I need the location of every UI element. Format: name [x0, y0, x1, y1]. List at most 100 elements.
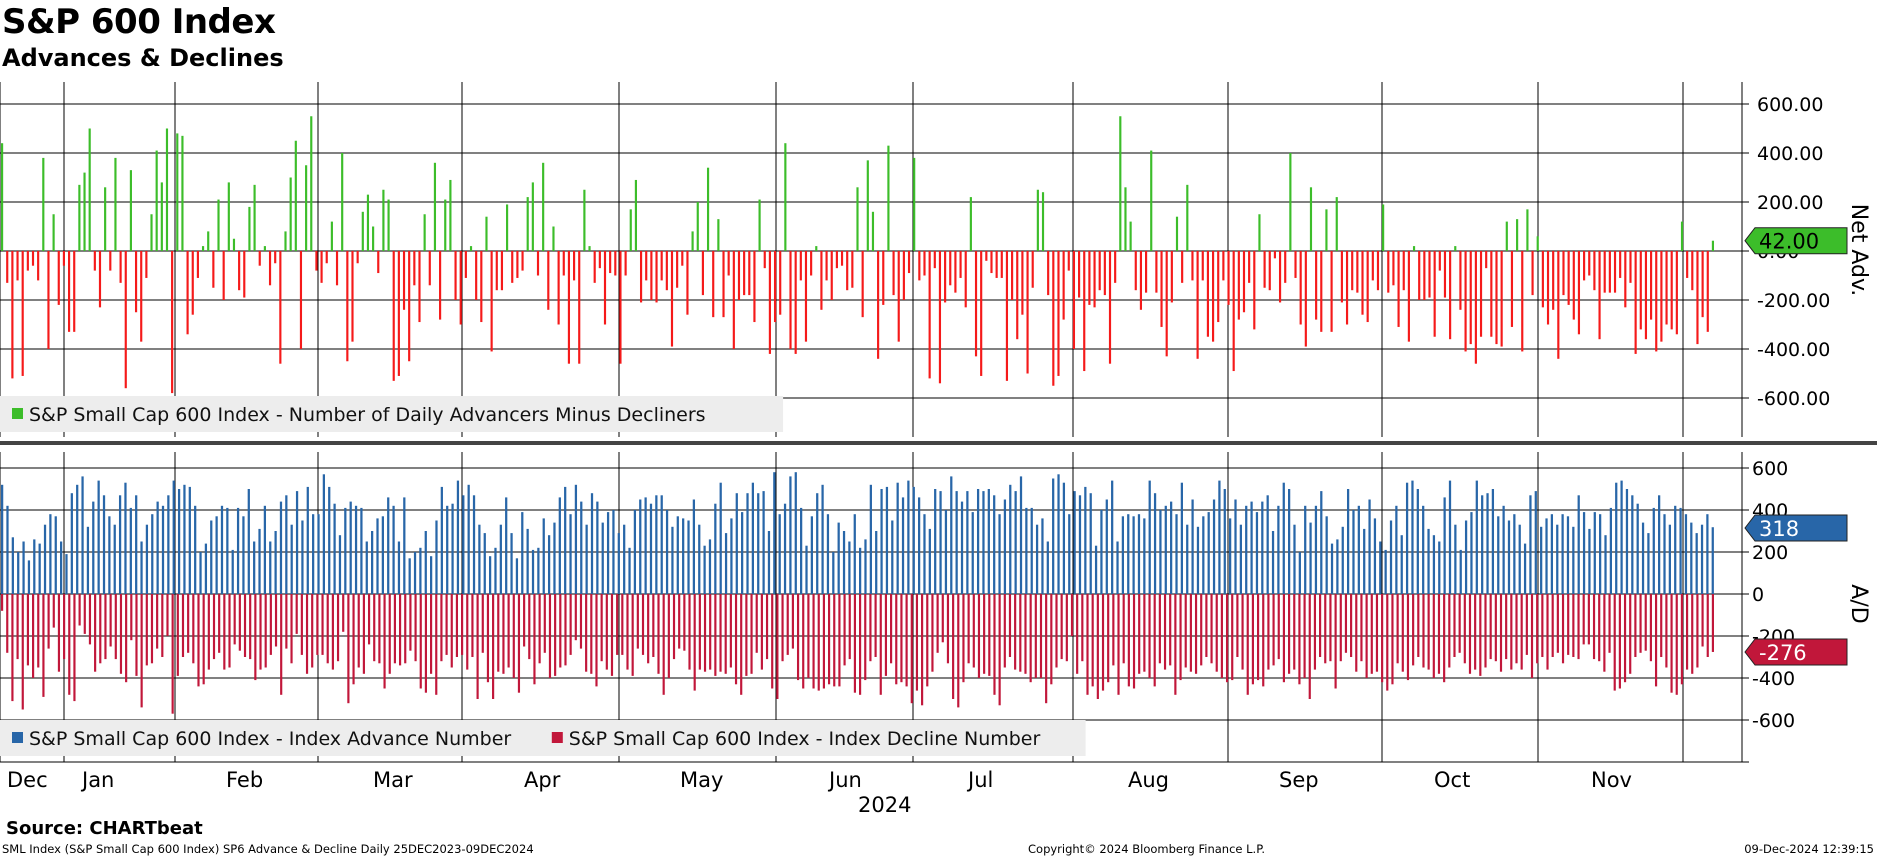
advance-bar	[290, 524, 293, 594]
decline-bar	[781, 594, 784, 662]
net-bar	[1299, 251, 1302, 325]
net-bar	[1433, 251, 1436, 337]
net-bar	[1340, 251, 1343, 303]
advance-bar	[295, 491, 299, 594]
decline-bar	[1551, 594, 1554, 657]
x-month-label: Aug	[1128, 768, 1169, 792]
advance-bar	[837, 522, 840, 594]
advance-bar	[859, 547, 862, 594]
decline-bar	[1298, 594, 1301, 685]
decline-bar	[791, 594, 794, 649]
decline-bar	[936, 594, 939, 653]
net-bar	[1603, 251, 1606, 293]
decline-bar	[1660, 594, 1663, 657]
decline-bar	[652, 594, 655, 657]
net-bar	[299, 251, 303, 349]
decline-bar	[1158, 594, 1161, 664]
decline-bar	[156, 594, 159, 649]
advance-bar	[1009, 484, 1012, 594]
decline-bar	[130, 594, 133, 641]
decline-bar	[1458, 594, 1461, 653]
advance-bar	[939, 491, 942, 594]
decline-bar	[734, 594, 738, 685]
decline-bar	[1267, 594, 1270, 670]
net-bar	[176, 133, 179, 251]
advance-bar	[285, 495, 288, 594]
net-bar	[1026, 251, 1029, 374]
net-bar	[753, 251, 756, 323]
advance-bar	[1625, 489, 1629, 594]
net-bar	[1541, 251, 1544, 308]
net-bar	[562, 251, 565, 276]
advance-bar	[1271, 531, 1275, 594]
decline-bar	[1138, 594, 1141, 674]
advance-bar	[1422, 505, 1425, 594]
advance-bar	[1320, 491, 1323, 594]
advance-bar	[1218, 480, 1221, 594]
net-bar	[1088, 251, 1091, 305]
decline-bar	[543, 594, 546, 653]
decline-bar	[621, 594, 624, 655]
decline-bar	[1308, 594, 1311, 699]
decline-bar	[1014, 594, 1017, 670]
net-bar	[366, 194, 370, 251]
advance-bar	[49, 514, 52, 594]
net-bar	[1196, 251, 1199, 359]
advance-bar	[1100, 510, 1103, 594]
decline-bar	[1448, 594, 1451, 668]
net-bar	[1382, 204, 1385, 251]
net-bar	[1521, 251, 1524, 352]
net-bar	[1443, 251, 1447, 298]
advance-bar	[1282, 482, 1285, 594]
net-bar	[810, 251, 813, 276]
advance-bar	[1566, 516, 1570, 594]
advance-bar	[177, 489, 181, 594]
advance-bar	[719, 482, 722, 594]
advance-bar	[1395, 505, 1398, 594]
decline-bar	[1412, 594, 1415, 666]
advance-bar	[226, 507, 229, 594]
decline-bar	[941, 594, 944, 643]
advance-bar	[987, 489, 990, 594]
advance-bar	[1019, 476, 1023, 594]
advance-bar	[1620, 480, 1623, 594]
net-bar	[985, 251, 988, 261]
decline-bar	[1350, 594, 1353, 657]
advance-bar	[167, 495, 170, 594]
decline-bar	[585, 594, 588, 672]
advance-bar	[140, 541, 143, 594]
advance-bar	[70, 493, 73, 594]
advance-bar	[746, 493, 749, 594]
decline-bar	[1293, 594, 1296, 670]
decline-bar	[1437, 594, 1441, 674]
net-bar	[681, 251, 684, 266]
net-bar	[1701, 251, 1704, 318]
advance-bar	[1234, 499, 1237, 594]
advance-bar	[349, 501, 352, 594]
advance-bar	[1711, 527, 1714, 594]
decline-bar	[497, 594, 500, 672]
decline-bar	[1319, 594, 1322, 657]
advance-bar	[564, 486, 567, 594]
footer-timestamp: 09-Dec-2024 12:39:15	[1744, 842, 1874, 856]
ad-ytick-label: -600	[1752, 710, 1795, 732]
net-bar	[1191, 251, 1194, 281]
decline-bar	[512, 594, 515, 678]
net-bar	[804, 251, 808, 342]
net-bar	[1572, 251, 1575, 320]
net-bar	[1170, 251, 1173, 303]
decline-bar	[269, 594, 272, 655]
advance-bar	[1464, 520, 1468, 594]
advance-bar	[1636, 503, 1639, 594]
decline-bar	[647, 594, 650, 664]
decline-bar	[750, 594, 753, 674]
advance-bar	[1068, 514, 1071, 594]
decline-bar	[192, 594, 195, 664]
decline-bar	[1618, 594, 1621, 689]
decline-bar	[1665, 594, 1668, 668]
advance-bar	[440, 486, 443, 594]
decline-bar	[1107, 594, 1110, 683]
advance-bar	[692, 499, 696, 594]
decline-bar	[1484, 594, 1487, 668]
decline-bar	[32, 594, 35, 678]
